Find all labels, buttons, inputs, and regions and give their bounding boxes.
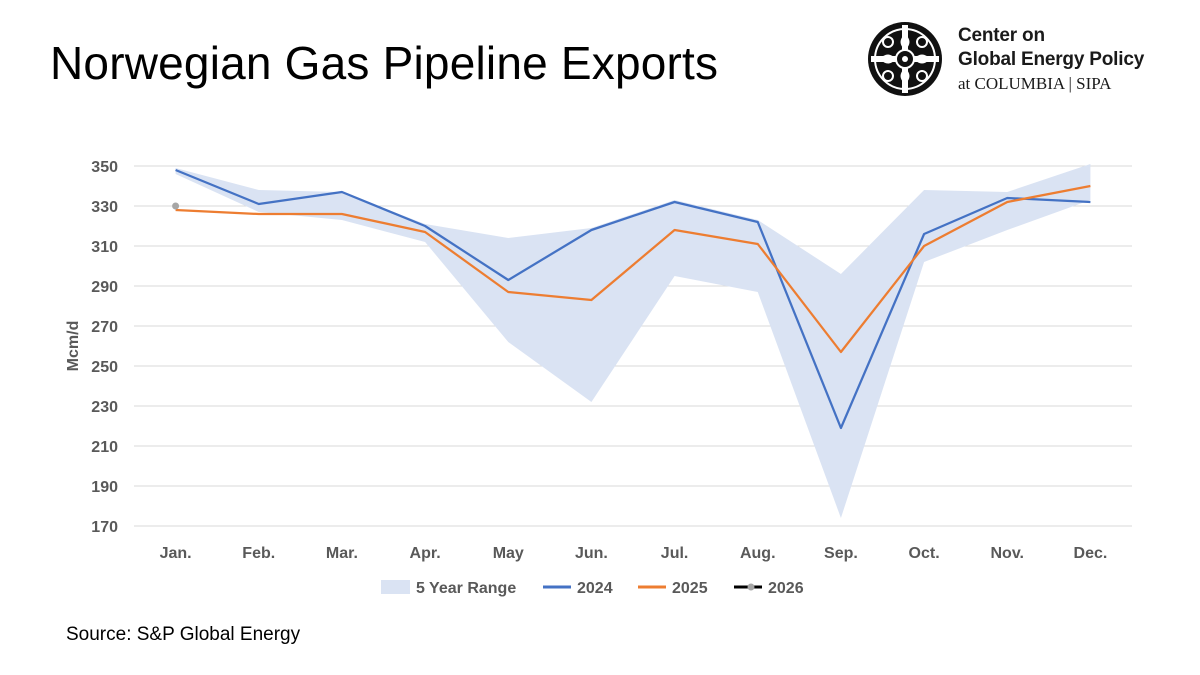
x-tick-label: Aug.: [740, 545, 776, 562]
y-tick-label: 250: [91, 359, 118, 376]
y-tick-label: 190: [91, 479, 118, 496]
y-tick-label: 350: [91, 159, 118, 176]
brand-line2: Global Energy Policy: [958, 49, 1145, 70]
y-tick-label: 310: [91, 239, 118, 256]
brand-line1: Center on: [958, 25, 1045, 46]
brand-line3: at COLUMBIA | SIPA: [958, 74, 1112, 93]
legend-label-range: 5 Year Range: [416, 580, 516, 597]
axis-layer: 170 190 210 230 250 270 290 310 330 350 Jan. Feb. Ma…: [65, 159, 1107, 562]
series-line-2024: [175, 168, 1091, 430]
x-tick-label: Dec.: [1074, 545, 1108, 562]
x-tick-label: May: [493, 545, 524, 562]
legend: 5 Year Range 2024 2025 2026: [381, 580, 804, 597]
x-tick-label: Mar.: [326, 545, 358, 562]
y-axis-label: Mcm/d: [65, 321, 82, 372]
y-tick-label: 270: [91, 319, 118, 336]
y-tick-label: 170: [91, 519, 118, 536]
x-tick-label: Jun.: [575, 545, 608, 562]
range-band: [175, 164, 1091, 518]
series-layer: [172, 168, 1091, 430]
x-tick-label: Feb.: [242, 545, 275, 562]
y-tick-label: 230: [91, 399, 118, 416]
legend-swatch-range: [381, 580, 410, 594]
brand-block: Center on Global Energy Policy at COLUMB…: [866, 20, 1186, 104]
range-band-layer: [175, 164, 1091, 518]
source-note: Source: S&P Global Energy: [66, 624, 301, 645]
x-tick-label: Oct.: [909, 545, 940, 562]
x-tick-label: Apr.: [410, 545, 441, 562]
x-tick-label: Sep.: [824, 545, 858, 562]
legend-label-2024: 2024: [577, 580, 613, 597]
legend-label-2025: 2025: [672, 580, 708, 597]
y-tick-label: 290: [91, 279, 118, 296]
y-tick-label: 330: [91, 199, 118, 216]
series-point-2026: [172, 202, 180, 210]
y-tick-label: 210: [91, 439, 118, 456]
legend-label-2026: 2026: [768, 580, 804, 597]
series-line-2025: [175, 184, 1091, 354]
x-tick-label: Jan.: [160, 545, 192, 562]
cgep-seal-icon: [868, 22, 942, 96]
legend-marker-2026: [747, 583, 755, 591]
page-title: Norwegian Gas Pipeline Exports: [50, 37, 719, 89]
x-tick-label: Jul.: [661, 545, 689, 562]
x-tick-label: Nov.: [991, 545, 1024, 562]
